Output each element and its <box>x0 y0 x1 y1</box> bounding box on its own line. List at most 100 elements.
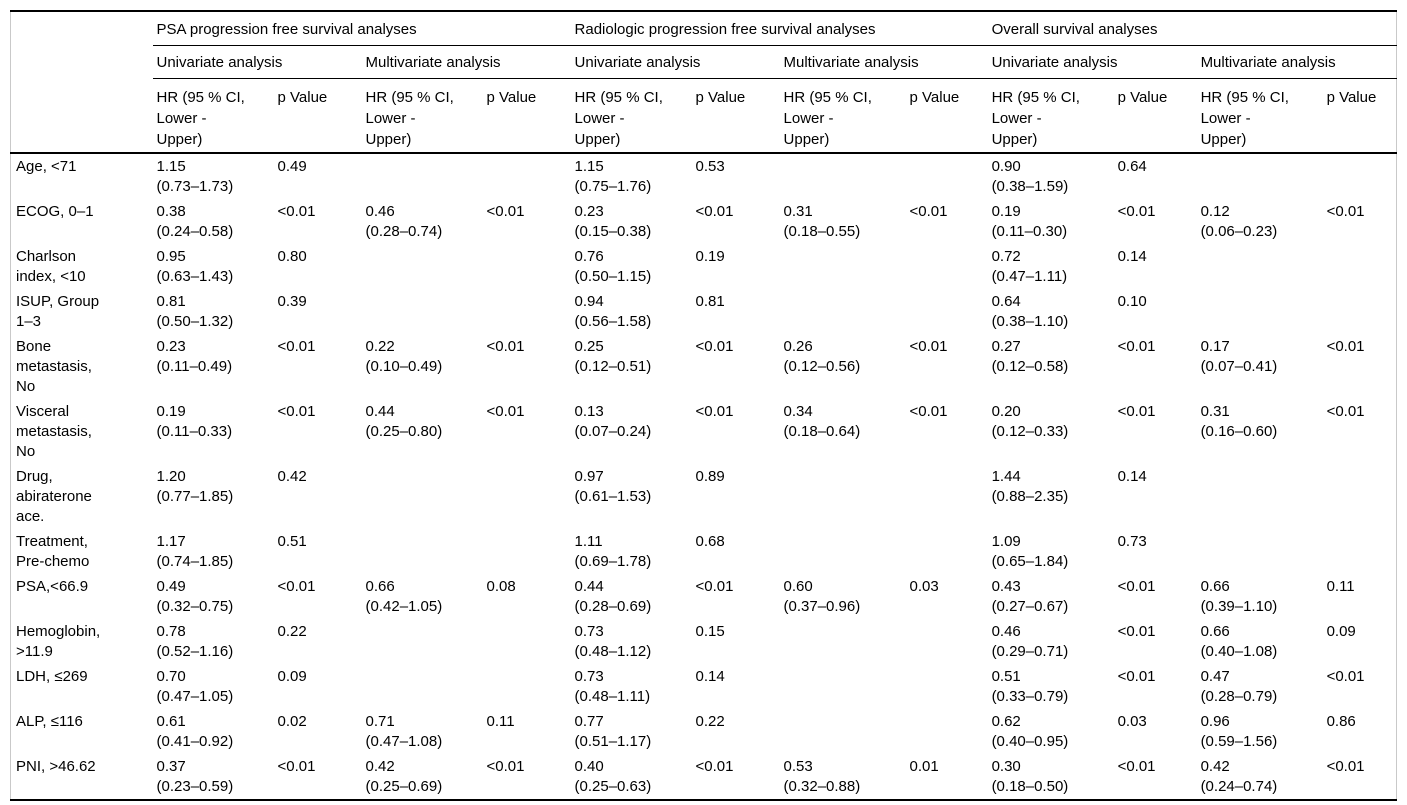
p-value-cell: 0.81 <box>695 292 725 310</box>
p-value-cell: <0.01 <box>486 337 525 355</box>
p-value-cell: 0.68 <box>695 532 725 550</box>
column-header-hr: HR (95 % CI, Lower - Upper) <box>1196 78 1323 154</box>
hr-ci-cell <box>1197 244 1323 289</box>
hr-ci-cell: 0.17 (0.07–0.41) <box>1200 337 1278 375</box>
column-header-pvalue: p Value <box>691 78 780 154</box>
row-label: LDH, ≤269 <box>16 667 88 685</box>
p-value-cell: 0.11 <box>486 712 515 730</box>
p-value-cell: <0.01 <box>1117 757 1156 775</box>
row-label: ALP, ≤116 <box>16 712 83 730</box>
analysis-header-univariate: Univariate analysis <box>987 45 1197 79</box>
hr-ci-cell: 0.23 (0.15–0.38) <box>574 202 652 240</box>
table-row: Hemoglobin, >11.9 0.78 (0.52–1.16) 0.22 0.7… <box>11 619 1397 664</box>
p-value-cell <box>906 529 988 574</box>
p-value-cell: <0.01 <box>695 757 734 775</box>
hr-ci-cell <box>780 153 906 199</box>
hr-ci-cell: 0.19 (0.11–0.30) <box>991 202 1068 240</box>
row-label: Charlson index, <10 <box>16 247 86 285</box>
table-row: PNI, >46.62 0.37 (0.23–0.59) <0.01 0.42 (0.… <box>11 754 1397 800</box>
hr-ci-cell <box>362 289 483 334</box>
p-value-cell <box>483 619 571 664</box>
hr-ci-cell: 0.25 (0.12–0.51) <box>574 337 652 375</box>
p-value-cell: 0.86 <box>1326 712 1356 730</box>
p-value-cell: <0.01 <box>277 402 316 420</box>
row-label: ECOG, 0–1 <box>16 202 94 220</box>
group-header-psa-pfs: PSA progression free survival analyses <box>152 11 571 46</box>
hr-ci-cell: 0.44 (0.25–0.80) <box>365 402 443 440</box>
p-value-cell <box>906 244 988 289</box>
hr-ci-cell: 0.19 (0.11–0.33) <box>156 402 233 440</box>
hr-ci-cell: 0.20 (0.12–0.33) <box>991 402 1069 440</box>
p-value-cell: <0.01 <box>1117 202 1156 220</box>
p-value-cell: <0.01 <box>1117 622 1156 640</box>
hr-ci-cell: 0.53 (0.32–0.88) <box>783 757 861 795</box>
p-value-cell: <0.01 <box>1326 202 1365 220</box>
p-value-cell: <0.01 <box>486 202 525 220</box>
hr-ci-cell: 0.23 (0.11–0.49) <box>156 337 233 375</box>
hr-ci-cell <box>780 619 906 664</box>
hr-ci-cell: 0.66 (0.39–1.10) <box>1200 577 1278 615</box>
hr-ci-cell: 0.31 (0.16–0.60) <box>1200 402 1278 440</box>
hr-ci-cell: 0.90 (0.38–1.59) <box>991 157 1069 195</box>
hr-ci-cell: 0.81 (0.50–1.32) <box>156 292 234 330</box>
p-value-cell: 0.09 <box>277 667 307 685</box>
p-value-cell: 0.03 <box>1117 712 1147 730</box>
p-value-cell: 0.14 <box>1117 467 1147 485</box>
hr-ci-cell: 0.13 (0.07–0.24) <box>574 402 652 440</box>
group-header-row: PSA progression free survival analyses R… <box>10 11 1397 154</box>
p-value-cell <box>1323 529 1397 574</box>
hr-ci-cell: 0.72 (0.47–1.11) <box>991 247 1068 285</box>
p-value-cell: 0.03 <box>909 577 939 595</box>
hr-ci-cell: 0.66 (0.42–1.05) <box>365 577 443 615</box>
p-value-cell: <0.01 <box>1326 667 1365 685</box>
hr-ci-cell <box>362 529 483 574</box>
row-label: ISUP, Group 1–3 <box>16 292 100 330</box>
hr-ci-cell: 0.94 (0.56–1.58) <box>574 292 652 330</box>
p-value-cell <box>483 664 571 709</box>
p-value-cell: <0.01 <box>695 402 734 420</box>
p-value-cell: 0.49 <box>277 157 307 175</box>
hr-ci-cell: 0.73 (0.48–1.11) <box>574 667 651 705</box>
p-value-cell: 0.51 <box>277 532 307 550</box>
hr-ci-cell: 0.62 (0.40–0.95) <box>991 712 1069 750</box>
hr-ci-cell <box>780 709 906 754</box>
column-header-pvalue: p Value <box>905 78 988 154</box>
hr-ci-cell: 0.96 (0.59–1.56) <box>1200 712 1278 750</box>
p-value-cell: 0.73 <box>1117 532 1147 550</box>
hr-ci-cell: 0.43 (0.27–0.67) <box>991 577 1069 615</box>
row-label: Visceral metastasis, No <box>16 402 92 460</box>
p-value-cell: <0.01 <box>1117 667 1156 685</box>
hr-ci-cell <box>780 664 906 709</box>
hr-ci-cell: 0.34 (0.18–0.64) <box>783 402 861 440</box>
hr-ci-cell <box>780 464 906 529</box>
p-value-cell <box>906 289 988 334</box>
table-row: ECOG, 0–1 0.38 (0.24–0.58) <0.01 0.46 (0.28… <box>11 199 1397 244</box>
p-value-cell: 0.02 <box>277 712 307 730</box>
hr-ci-cell: 1.17 (0.74–1.85) <box>156 532 234 570</box>
p-value-cell: <0.01 <box>695 577 734 595</box>
table-row: Drug, abiraterone ace. 1.20 (0.77–1.85) 0.… <box>11 464 1397 529</box>
hr-ci-cell: 1.09 (0.65–1.84) <box>991 532 1069 570</box>
row-label: Treatment, Pre-chemo <box>16 532 90 570</box>
hr-ci-cell: 0.61 (0.41–0.92) <box>156 712 234 750</box>
column-header-pvalue: p Value <box>1322 78 1397 154</box>
column-header-row: HR (95 % CI, Lower - Upper) p Value HR (… <box>11 78 1397 154</box>
table-row: LDH, ≤269 0.70 (0.47–1.05) 0.09 0.73 (0.48–… <box>11 664 1397 709</box>
hr-ci-cell: 0.78 (0.52–1.16) <box>156 622 234 660</box>
column-header-pvalue: p Value <box>482 78 571 154</box>
p-value-cell <box>483 464 571 529</box>
p-value-cell: <0.01 <box>1117 337 1156 355</box>
hr-ci-cell: 0.37 (0.23–0.59) <box>156 757 234 795</box>
p-value-cell: <0.01 <box>277 202 316 220</box>
hr-ci-cell: 0.42 (0.24–0.74) <box>1200 757 1278 795</box>
hr-ci-cell: 0.46 (0.28–0.74) <box>365 202 443 240</box>
hr-ci-cell <box>1197 464 1323 529</box>
hr-ci-cell <box>362 464 483 529</box>
p-value-cell: 0.15 <box>695 622 725 640</box>
column-header-pvalue: p Value <box>1113 78 1197 154</box>
p-value-cell: <0.01 <box>277 577 316 595</box>
hr-ci-cell: 0.22 (0.10–0.49) <box>365 337 443 375</box>
p-value-cell: 0.14 <box>695 667 725 685</box>
hr-ci-cell: 1.15 (0.75–1.76) <box>574 157 652 195</box>
hr-ci-cell: 0.60 (0.37–0.96) <box>783 577 861 615</box>
